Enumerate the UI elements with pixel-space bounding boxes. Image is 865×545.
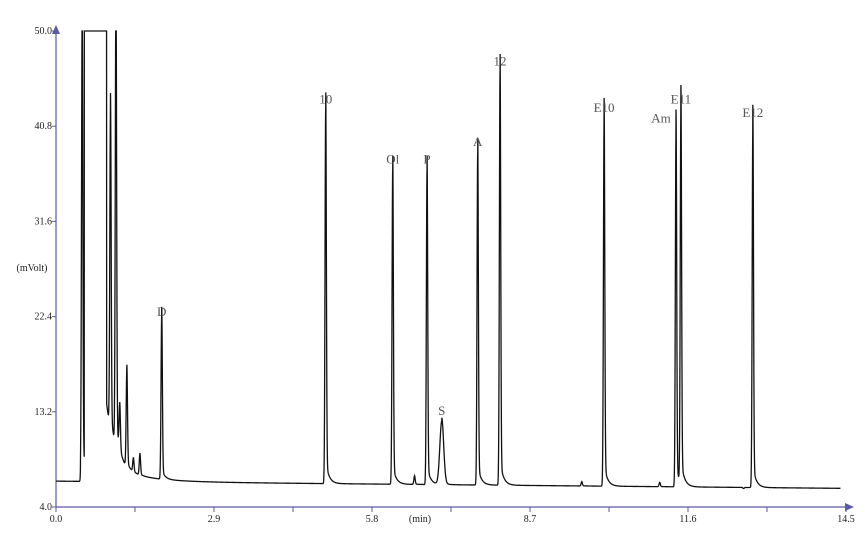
y-tick-label: 4.0 [40, 502, 53, 513]
peak-label: E11 [671, 92, 691, 107]
axes: 0.0 2.9 5.8 8.7 11.6 14.5 4.0 13.2 22.4 31.6 40.8 5… [35, 25, 855, 525]
peak-label: S [438, 403, 445, 418]
peak-label: 10 [319, 92, 332, 107]
peak-label: 12 [494, 53, 507, 68]
y-axis-arrow [52, 25, 60, 34]
peak-label: E12 [742, 105, 763, 120]
y-tick-label: 40.8 [35, 121, 53, 132]
y-tick-label: 22.4 [35, 312, 53, 323]
x-tick-label: 8.7 [524, 514, 537, 525]
peak-label: Am [651, 110, 671, 125]
x-tick-label: 2.9 [208, 514, 221, 525]
x-tick-label: 14.5 [837, 514, 855, 525]
y-tick-label: 13.2 [35, 407, 53, 418]
x-tick-label: 5.8 [366, 514, 379, 525]
peak-label: A [473, 134, 483, 149]
peak-label: P [423, 152, 430, 167]
x-axis-label: (min) [409, 514, 431, 525]
trace-group [56, 30, 841, 490]
y-axis-label: (mVolt) [17, 263, 48, 274]
y-tick-label: 50.0 [35, 26, 53, 37]
peak-label: D [157, 304, 166, 319]
chromatogram-trace [56, 30, 841, 490]
y-tick-label: 31.6 [35, 216, 53, 227]
peak-label: Ol [386, 152, 399, 167]
x-tick-label: 11.6 [679, 514, 696, 525]
x-axis-arrow [845, 503, 854, 511]
peak-label: E10 [594, 100, 615, 115]
x-tick-label: 0.0 [50, 514, 63, 525]
